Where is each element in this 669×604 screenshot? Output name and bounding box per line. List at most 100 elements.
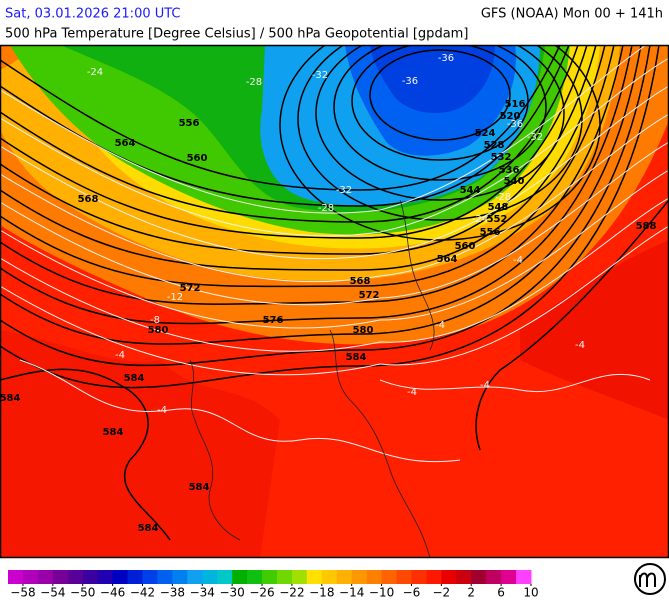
geopotential-label: 544	[460, 185, 481, 196]
color-swatch	[396, 570, 412, 584]
temperature-label: -36	[402, 76, 418, 87]
color-swatch	[172, 570, 188, 584]
color-swatch	[232, 570, 248, 584]
color-swatch	[8, 570, 24, 584]
colorbar-tick-label: −22	[279, 586, 304, 600]
contour-line	[369, 49, 511, 141]
geopotential-label: 560	[455, 241, 476, 252]
colorbar-tick-label: −6	[403, 586, 421, 600]
temp-region	[0, 330, 280, 558]
colorbar-tick-label: −14	[339, 586, 364, 600]
color-swatch	[306, 570, 323, 584]
coastline	[399, 199, 435, 351]
coastlines	[189, 199, 435, 558]
geopotential-label: 520	[500, 111, 521, 122]
color-swatch	[247, 570, 263, 584]
color-swatch	[67, 570, 84, 584]
geopotential-label: 584	[346, 352, 367, 363]
color-swatch	[97, 570, 114, 584]
temperature-label: -4	[157, 405, 167, 416]
temperature-label: -4	[513, 255, 523, 266]
color-swatch	[276, 570, 293, 584]
colorbar-tick-label: −30	[219, 586, 244, 600]
colorbar-tick-label: −26	[249, 586, 274, 600]
colorbar-tick-label: −50	[70, 586, 95, 600]
color-swatch	[426, 570, 442, 584]
temperature-label: -36	[507, 119, 523, 130]
geopotential-label: 584	[0, 393, 20, 404]
temperature-label: -32	[527, 132, 543, 143]
contour-line	[0, 368, 171, 541]
contour-line	[0, 169, 669, 329]
temperature-label: -4	[435, 320, 445, 331]
colorbar-tick-label: −18	[309, 586, 334, 600]
colorbar-tick-label: 2	[467, 586, 475, 600]
color-swatch	[321, 570, 338, 584]
header-model: GFS (NOAA) Mon 00 + 141h	[481, 7, 663, 22]
contour-line	[0, 45, 642, 345]
geopotential-label: 568	[350, 276, 371, 287]
temperature-label: -4	[575, 340, 585, 351]
color-swatch	[187, 570, 203, 584]
color-swatch	[37, 570, 54, 584]
contour-line	[333, 45, 547, 181]
temperature-contours	[0, 45, 669, 463]
contour-line	[0, 45, 647, 214]
color-swatch	[112, 570, 129, 584]
geopotential-label: 524	[475, 128, 496, 139]
geopotential-label: 536	[499, 165, 520, 176]
temperature-label: -28	[246, 77, 262, 88]
contour-line	[475, 199, 669, 451]
temperature-label: -4	[480, 380, 490, 391]
color-swatch	[157, 570, 173, 584]
geopotential-label: 556	[179, 118, 200, 129]
geopotential-label: 516	[505, 99, 526, 110]
contour-line	[0, 45, 588, 239]
contour-line	[0, 45, 606, 271]
contour-line	[0, 45, 651, 367]
contour-line	[0, 45, 624, 305]
contour-line	[0, 113, 669, 283]
color-swatch	[471, 570, 487, 584]
logo-mark	[639, 572, 656, 587]
geopotential-label: 572	[359, 290, 380, 301]
contour-line	[0, 57, 669, 237]
temperature-label: -4	[407, 387, 417, 398]
temperature-label: -36	[438, 53, 454, 64]
temperature-label: -28	[318, 203, 334, 214]
contour-line	[0, 197, 669, 352]
colorbar-tick-label: −38	[160, 586, 185, 600]
colorbar-tick-label: −10	[369, 586, 394, 600]
contour-line	[379, 373, 651, 392]
color-swatch	[336, 570, 353, 584]
geopotential-label: 572	[180, 283, 201, 294]
temperature-label: -4	[115, 350, 125, 361]
color-swatch	[291, 570, 308, 584]
geopotential-label: 584	[189, 482, 210, 493]
temperature-label: -12	[167, 292, 183, 303]
color-swatch	[127, 570, 143, 584]
geopotential-label: 564	[115, 138, 136, 149]
colorbar-tick-label: −2	[432, 586, 450, 600]
contour-line	[0, 45, 615, 288]
colorbar-tick-label: −46	[100, 586, 125, 600]
contour-line	[19, 359, 461, 463]
geopotential-label: 552	[487, 214, 508, 225]
geopotential-label: 584	[103, 427, 124, 438]
geopotential-label: 588	[636, 221, 657, 232]
temperature-label: -28	[495, 192, 511, 203]
geopotential-label: 540	[504, 176, 525, 187]
temperature-label: -32	[336, 185, 352, 196]
temperature-label: -8	[150, 315, 160, 326]
color-swatch	[516, 570, 532, 584]
contour-line	[0, 225, 669, 376]
colorbar-tick-label: 6	[497, 586, 505, 600]
colorbar-tick-label: −58	[10, 586, 35, 600]
geopotential-label: 560	[187, 153, 208, 164]
color-swatch	[441, 570, 457, 584]
contour-line	[0, 45, 633, 325]
contour-line	[351, 45, 529, 161]
geopotential-label: 568	[78, 194, 99, 205]
contour-line	[0, 45, 561, 191]
colorbar-tick-label: −42	[130, 586, 155, 600]
